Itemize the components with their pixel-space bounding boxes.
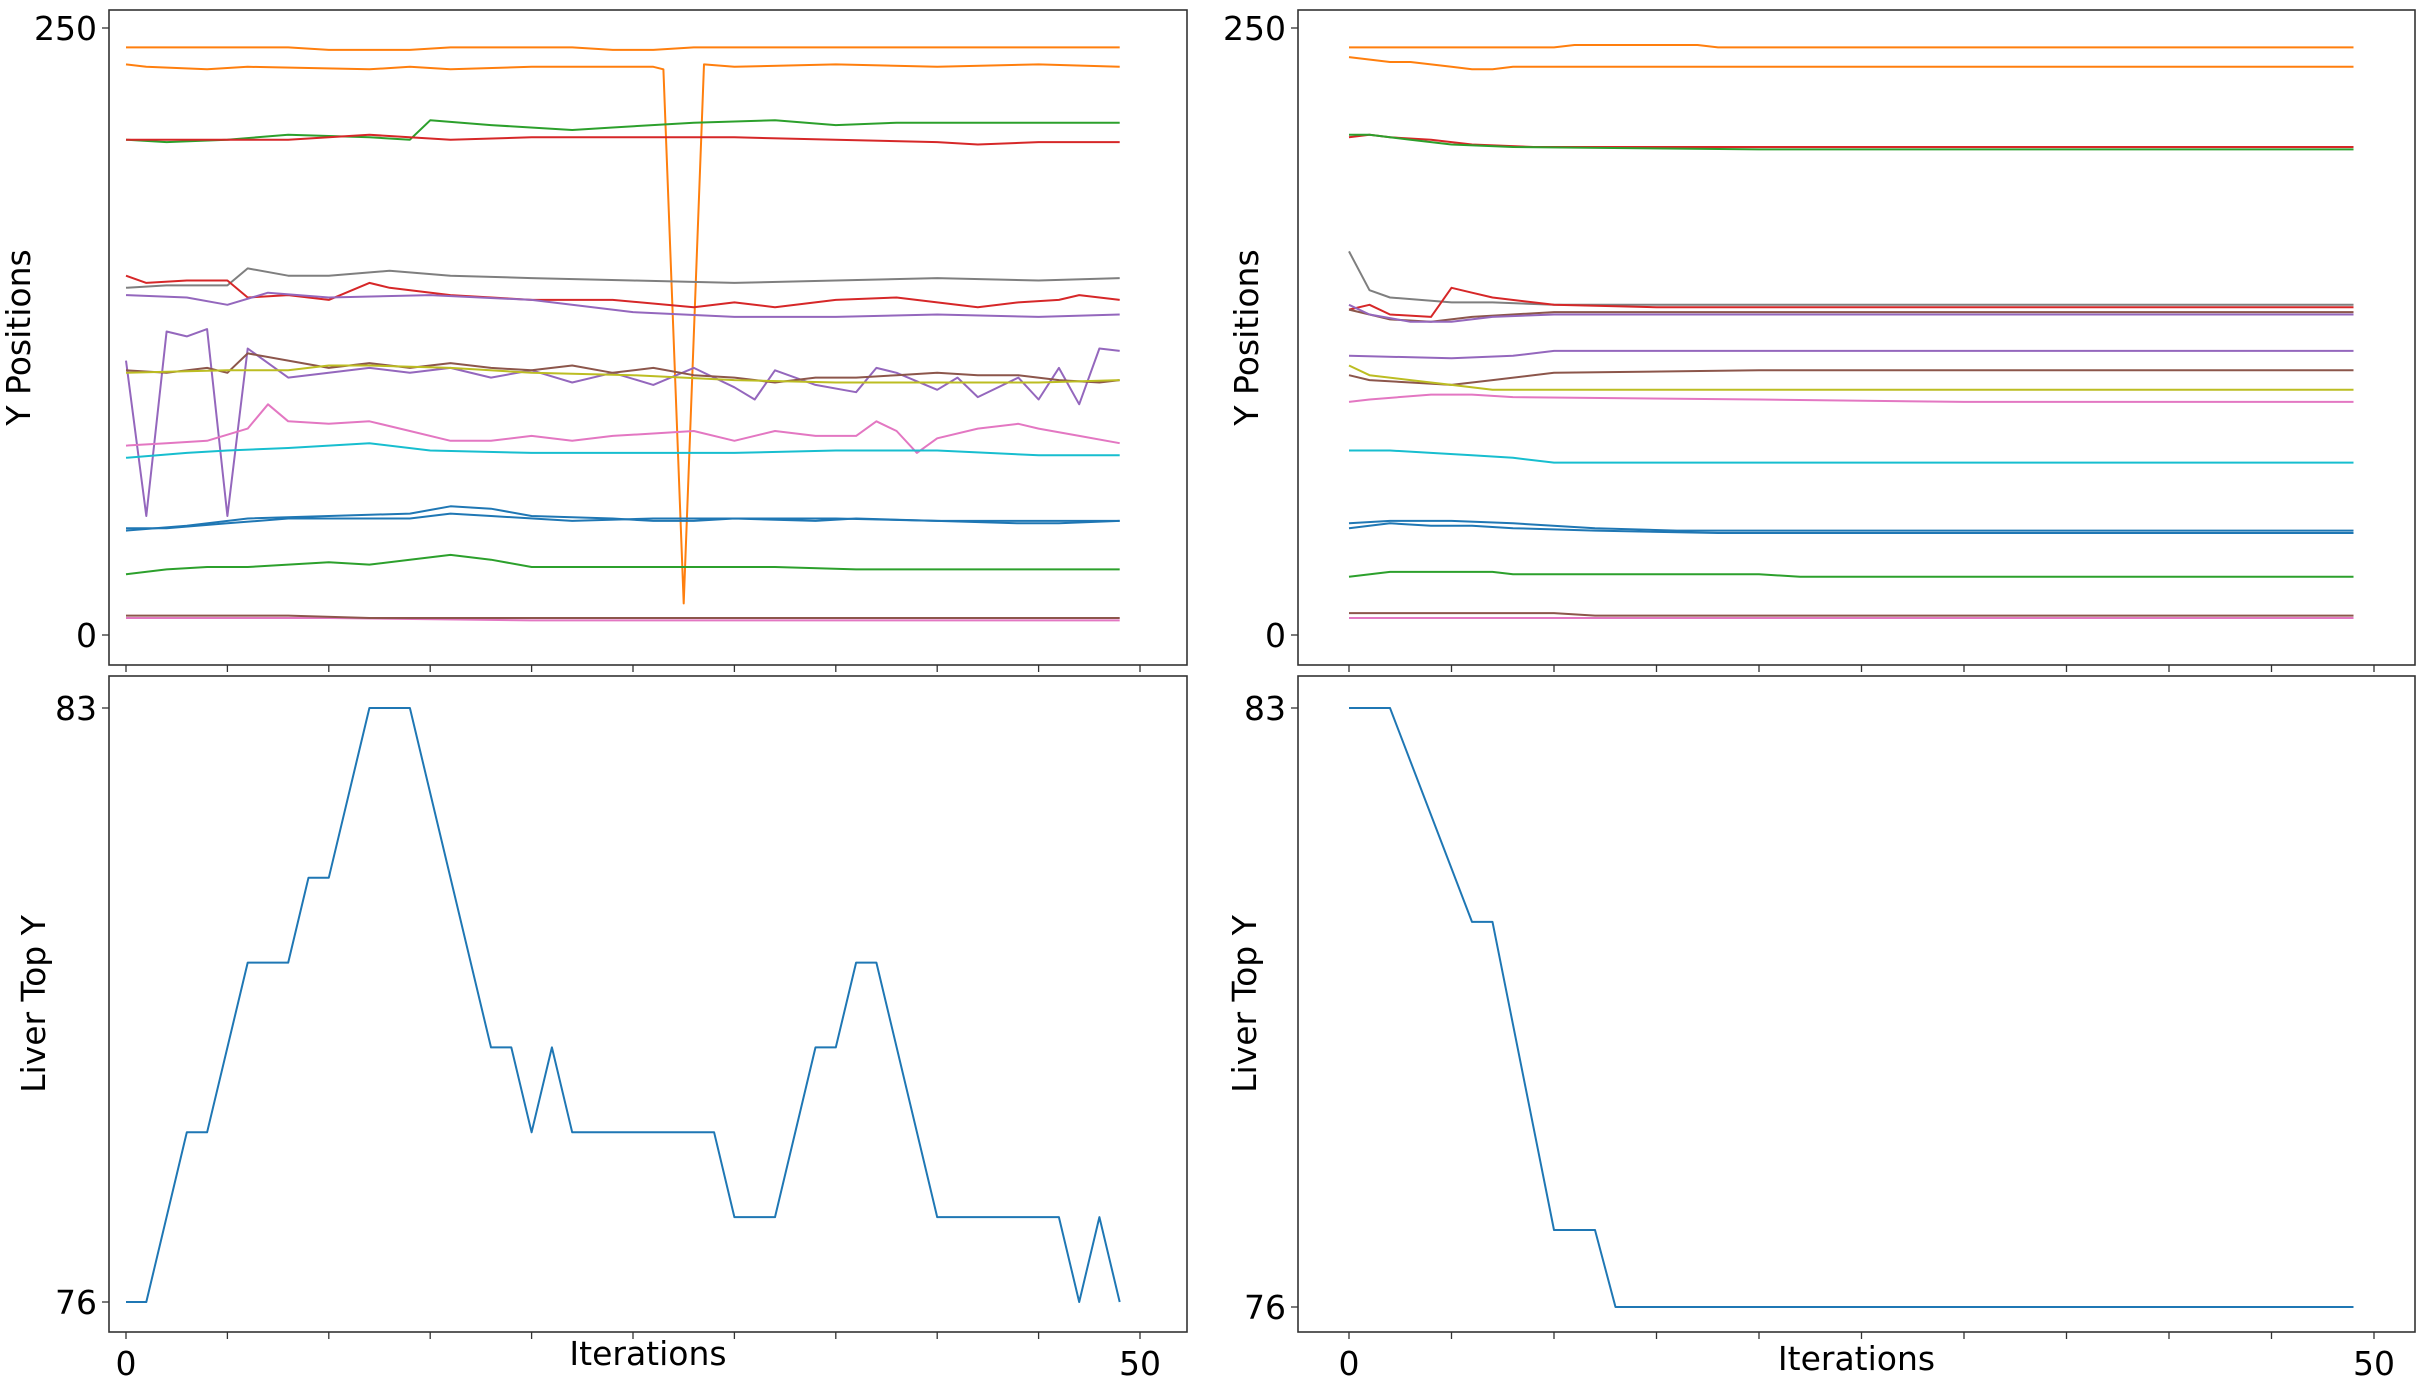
series-line-4 [1349, 133, 2354, 151]
series-line-12 [125, 442, 1120, 459]
x-tick-label: 0 [116, 1344, 137, 1383]
y-tick-label: 0 [76, 616, 97, 655]
plot-frame [1297, 675, 2416, 1333]
x-tick-label: 50 [2353, 1344, 2395, 1383]
series-line-10 [125, 364, 1120, 384]
y-axis-label: Y Positions [1227, 249, 1266, 426]
series-line-16 [1348, 570, 2354, 578]
series-line-15 [1348, 519, 2354, 532]
series-line-17 [126, 614, 1120, 619]
series-line-1 [126, 707, 1121, 1303]
x-tick-label: 50 [1119, 1344, 1161, 1383]
series-group [125, 46, 1120, 622]
y-tick-label: 250 [1223, 9, 1286, 48]
series-line-4 [126, 133, 1120, 146]
chart-panel-top-right: 250 0 Y Positions [1223, 9, 2416, 672]
series-line-11 [1348, 364, 2354, 391]
series-line-13 [1349, 449, 2354, 464]
chart-panel-bottom-right: 83 76 0 50 Liver Top Y Iterations [1225, 675, 2416, 1383]
y-axis-label: Liver Top Y [1225, 914, 1264, 1093]
y-tick-label: 0 [1265, 616, 1286, 655]
x-axis-label: Iterations [1778, 1339, 1935, 1378]
series-line-1 [126, 46, 1120, 51]
series-line-15 [125, 553, 1120, 576]
series-line-9 [125, 352, 1120, 384]
series-line-12 [1348, 393, 2354, 403]
series-line-9 [1348, 349, 2354, 360]
series-line-2 [1348, 56, 2354, 71]
plot-frame [108, 9, 1188, 666]
plot-frame [108, 675, 1188, 1333]
y-tick-label: 250 [34, 9, 97, 48]
y-tick-label: 83 [55, 689, 97, 728]
plot-frame [1297, 9, 2416, 666]
series-line-7 [125, 291, 1120, 318]
series-line-8 [1348, 303, 2354, 323]
series-line-3 [125, 119, 1120, 144]
series-line-5 [1348, 250, 2354, 306]
series-line-17 [1349, 612, 2354, 617]
x-axis-label: Iterations [569, 1334, 726, 1373]
series-line-5 [125, 267, 1120, 289]
chart-panel-top-left: 250 0 Y Positions [0, 9, 1188, 672]
chart-panel-bottom-left: 83 76 0 50 Liver Top Y Iterations [14, 675, 1188, 1383]
series-line-10 [1348, 369, 2354, 386]
y-axis-label: Liver Top Y [14, 914, 53, 1093]
series-line-3 [1348, 133, 2354, 148]
y-axis-label: Y Positions [0, 249, 38, 426]
series-line-1 [1349, 44, 2354, 49]
series-line-11 [125, 403, 1120, 454]
series-group [1349, 707, 2354, 1308]
y-tick-label: 76 [55, 1283, 97, 1322]
series-line-1 [1349, 707, 2354, 1308]
series-line-14 [1348, 522, 2354, 534]
series-group [126, 707, 1121, 1303]
series-line-14 [126, 512, 1120, 530]
series-line-2 [125, 63, 1120, 605]
series-line-6 [125, 274, 1120, 309]
series-group [1348, 44, 2354, 619]
x-tick-label: 0 [1339, 1344, 1360, 1383]
y-tick-label: 76 [1244, 1288, 1286, 1327]
series-line-6 [1348, 286, 2354, 318]
y-tick-label: 83 [1244, 689, 1286, 728]
series-line-8 [125, 328, 1120, 517]
